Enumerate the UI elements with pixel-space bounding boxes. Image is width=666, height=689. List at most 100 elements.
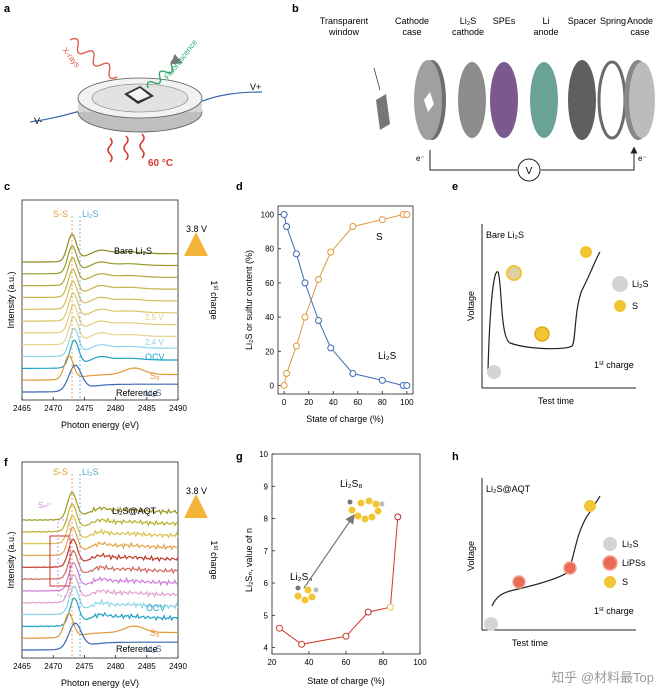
spectrum-trace xyxy=(21,561,179,592)
component-label-line: Li xyxy=(542,16,549,26)
component-label-line: anode xyxy=(533,27,558,37)
axis-ticks: 20 40 60 80 100 4 5 6 7 8 9 10 xyxy=(259,450,427,667)
y-tick-label: 0 xyxy=(270,381,275,390)
atom xyxy=(357,499,365,507)
x-tick-label: 2470 xyxy=(44,662,62,671)
x-tick-label: 2485 xyxy=(138,404,156,413)
x-axis-label: Test time xyxy=(512,638,548,648)
legend-li2s-swatch xyxy=(612,276,628,292)
spectrum-trace xyxy=(22,364,178,393)
spring-shape xyxy=(597,60,627,140)
v-minus-label: V- xyxy=(34,116,43,126)
charge-label: 1st charge xyxy=(209,540,219,579)
x-ticks: 2465 2470 2475 2480 2485 2490 xyxy=(13,655,187,671)
xray-wave xyxy=(69,37,118,80)
spectrum-trace xyxy=(21,526,179,557)
circuit-right xyxy=(541,146,638,171)
x-axis-label: Test time xyxy=(538,396,574,406)
x-tick-label: 2465 xyxy=(13,404,31,413)
series-line xyxy=(279,516,399,645)
component-label: Spring xyxy=(600,16,626,26)
li-anode-shape xyxy=(530,62,558,138)
li2s-label: Li₂S xyxy=(82,467,99,477)
x-tick-label: 80 xyxy=(379,658,388,667)
panel-label-b: b xyxy=(292,3,299,15)
panel-label-f: f xyxy=(4,457,8,469)
marker-li2s xyxy=(484,617,498,631)
data-point xyxy=(403,381,411,389)
spectrum-trace xyxy=(21,597,179,628)
data-point xyxy=(364,608,372,616)
data-point xyxy=(342,632,350,640)
panel-d: 0 20 40 60 80 100 0 20 40 60 80 100 State of charge… xyxy=(244,205,414,424)
component-label: SPEs xyxy=(493,16,516,26)
x-tick-label: 40 xyxy=(305,658,314,667)
y-tick-label: 40 xyxy=(265,313,274,322)
y-axis-label: Intensity (a.u.) xyxy=(6,531,16,588)
component-label: Spacer xyxy=(568,16,597,26)
legend-li2s-swatch xyxy=(603,537,617,551)
x-tick-label: 2490 xyxy=(169,404,187,413)
charge-sup: st xyxy=(599,607,604,613)
data-point xyxy=(280,211,288,219)
voltage-top-label: 3.8 V xyxy=(186,224,207,234)
x-ticks: 2465 2470 2475 2480 2485 2490 xyxy=(13,397,187,413)
li2s-ref-label: Li₂S xyxy=(145,644,162,654)
data-point xyxy=(378,216,386,224)
series-line xyxy=(283,214,407,386)
data-point xyxy=(283,223,291,231)
x-axis-label: State of charge (%) xyxy=(306,414,384,424)
spectrum-trace xyxy=(22,303,178,334)
atom xyxy=(374,507,382,515)
annotation-li2s4: Li₂S₄ xyxy=(290,572,312,583)
panel-f-title: Li₂S@AQT xyxy=(112,506,157,516)
atom xyxy=(308,593,316,601)
x-tick-label: 2475 xyxy=(76,404,94,413)
v-plus-label: V+ xyxy=(250,82,261,92)
axes-frame xyxy=(21,199,179,401)
heat-arrow-1 xyxy=(107,137,113,163)
s8-label: S₈ xyxy=(150,628,160,638)
heat-arrow-2 xyxy=(123,135,129,161)
highlight-box-pink xyxy=(57,519,71,597)
y-tick-label: 20 xyxy=(265,347,274,356)
panel-h-title: Li₂S@AQT xyxy=(486,484,531,494)
component-label-line: case xyxy=(402,27,421,37)
charge-num: 1 xyxy=(594,606,599,616)
transparent-window-shape xyxy=(376,94,390,130)
charge-num: 1 xyxy=(209,280,219,285)
x-tick-label: 2490 xyxy=(169,662,187,671)
voltage-curve xyxy=(487,251,601,371)
spectrum-trace xyxy=(22,245,178,275)
y-tick-label: 80 xyxy=(265,245,274,254)
spectrum-trace xyxy=(22,280,178,310)
legend-lipss-swatch xyxy=(602,555,618,571)
y-tick-label: 8 xyxy=(264,515,269,524)
panel-e-title: Bare Li₂S xyxy=(486,230,524,240)
data-point xyxy=(394,513,402,521)
legend-s-swatch xyxy=(614,300,626,312)
y-tick-label: 10 xyxy=(259,450,268,459)
spectra-traces xyxy=(21,490,179,651)
y-axis-label: Voltage xyxy=(466,541,476,571)
charge-note: 1st charge xyxy=(594,606,634,616)
atom xyxy=(372,500,380,508)
charge-num: 1 xyxy=(209,540,219,545)
y-axis-label: Li₂Sₙ, value of n xyxy=(244,528,254,592)
data-point xyxy=(349,223,357,231)
y-axis-label: Voltage xyxy=(466,291,476,321)
component-label: Li₂S cathode xyxy=(452,16,484,37)
spectrum-trace xyxy=(22,490,179,522)
data-point xyxy=(327,248,335,256)
atom-li xyxy=(313,587,319,593)
anode-case-face xyxy=(629,62,655,138)
circuit-left xyxy=(429,150,517,171)
x-tick-label: 20 xyxy=(268,658,277,667)
panel-label-h: h xyxy=(452,451,459,463)
marker-s-end xyxy=(584,500,596,512)
component-label-line: Spring xyxy=(600,16,626,26)
data-point xyxy=(327,344,335,352)
component-label-line: Spacer xyxy=(568,16,597,26)
data-point xyxy=(315,275,322,283)
